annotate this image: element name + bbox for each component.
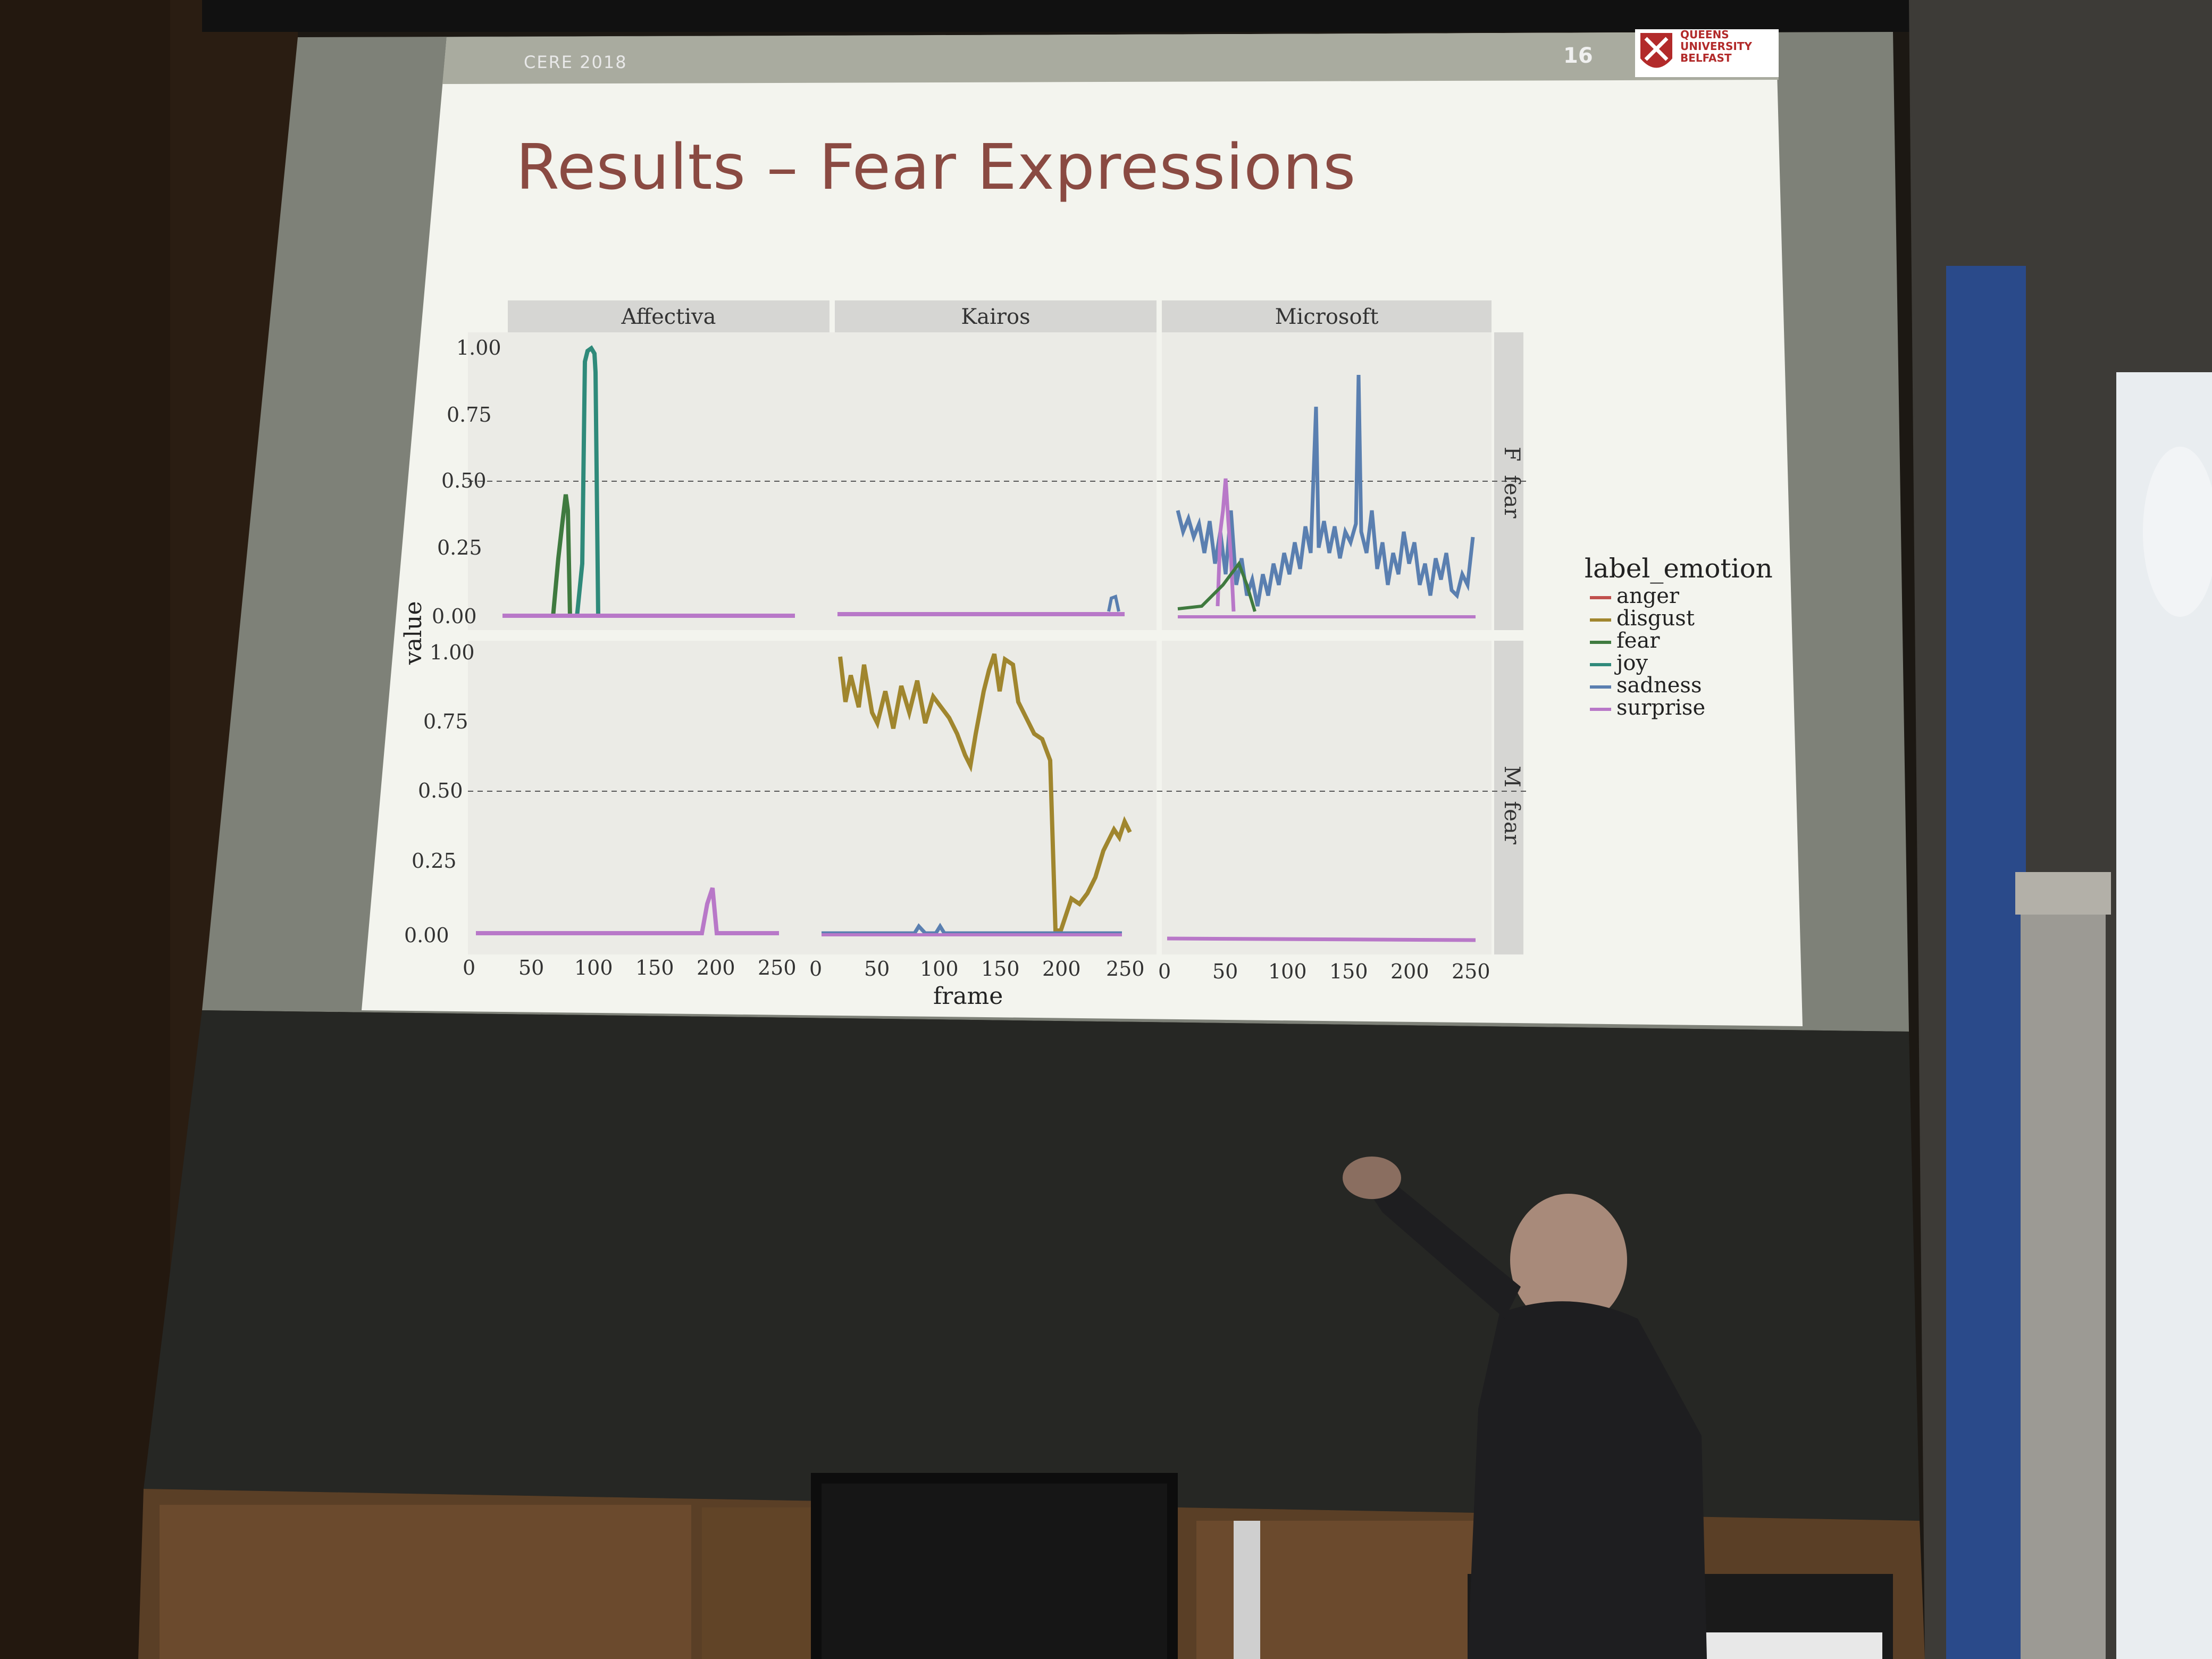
- x-tick-label: 200: [697, 956, 735, 979]
- x-tick-label: 250: [1106, 957, 1145, 981]
- facet-label-affectiva: Affectiva: [621, 305, 716, 329]
- facet-strip-affectiva: [508, 300, 830, 332]
- x-tick-label: 250: [758, 956, 797, 979]
- x-tick-label: 200: [1042, 957, 1081, 981]
- university-logo: [1635, 29, 1779, 77]
- y-axis-title: value: [400, 601, 427, 665]
- legend-swatch: [1590, 641, 1611, 644]
- x-tick-label: 0: [1158, 960, 1171, 983]
- slide-title: Results – Fear Expressions: [516, 130, 1356, 204]
- y-tick-label: 0.50: [441, 469, 487, 492]
- y-tick-label: 0.00: [432, 605, 477, 628]
- y-tick-label: 0.25: [437, 536, 482, 559]
- facet-strip-kairos: [835, 300, 1157, 332]
- x-tick-label: 150: [1329, 960, 1368, 983]
- facet-label-microsoft: Microsoft: [1275, 305, 1379, 329]
- legend-item-disgust: disgust: [1590, 606, 1695, 631]
- series-affectiva-f-joy: [575, 345, 600, 617]
- reference-lines: [468, 481, 1526, 792]
- y-tick-label: 1.00: [430, 641, 475, 664]
- y-tick-label: 0.75: [423, 710, 468, 733]
- x-tick-label: 100: [1268, 960, 1307, 983]
- university-logo-text: QUEENS UNIVERSITY BELFAST: [1680, 28, 1752, 64]
- legend-swatch: [1590, 685, 1611, 689]
- legend-item-surprise: surprise: [1590, 696, 1705, 720]
- x-axis-title: frame: [933, 983, 1003, 1010]
- series-microsoft-f-surprise: [1216, 478, 1236, 612]
- series-affectiva-m-surprise: [476, 887, 779, 935]
- facet-strip-row-f: [1494, 332, 1523, 630]
- x-tick-label: 50: [864, 957, 890, 981]
- x-tick-label: 150: [635, 956, 674, 979]
- series-kairos-f-sadness: [1107, 594, 1120, 612]
- y-tick-label: 0.50: [418, 779, 463, 802]
- legend-swatch: [1590, 663, 1611, 666]
- facet-row-label-m: M fear: [1499, 766, 1524, 844]
- facet-label-kairos: Kairos: [961, 305, 1030, 329]
- x-tick-label: 0: [809, 957, 823, 981]
- y-tick-label: 0.25: [412, 849, 457, 873]
- facet-strip-microsoft: [1162, 300, 1492, 332]
- y-tick-label: 1.00: [456, 336, 501, 359]
- x-tick-label: 50: [1212, 960, 1238, 983]
- series-microsoft-f-fear: [1177, 560, 1256, 612]
- legend-swatch: [1590, 618, 1611, 622]
- legend-item-joy: joy: [1590, 651, 1648, 675]
- facet-strip-row-m: [1494, 641, 1523, 954]
- x-tick-label: 50: [518, 956, 544, 979]
- conference-label: CERE 2018: [524, 52, 627, 72]
- legend-item-fear: fear: [1590, 629, 1660, 653]
- legend-swatch: [1590, 596, 1611, 599]
- legend-item-sadness: sadness: [1590, 673, 1702, 698]
- x-tick-label: 200: [1390, 960, 1429, 983]
- series-kairos-m-disgust: [838, 653, 1132, 933]
- x-tick-label: 0: [463, 956, 476, 979]
- slide-page-number: 16: [1563, 44, 1593, 68]
- series-microsoft-m-surprise: [1167, 936, 1476, 942]
- legend-swatch: [1590, 708, 1611, 711]
- legend-title: label_emotion: [1585, 553, 1773, 584]
- x-tick-label: 100: [574, 956, 613, 979]
- y-tick-label: 0.75: [447, 403, 492, 426]
- legend-item-anger: anger: [1590, 584, 1679, 608]
- x-tick-label: 100: [920, 957, 959, 981]
- x-tick-label: 250: [1452, 960, 1490, 983]
- y-tick-label: 0.00: [404, 924, 449, 947]
- panel-backgrounds: [468, 332, 1492, 954]
- facet-row-label-f: F fear: [1499, 447, 1524, 518]
- x-tick-label: 150: [981, 957, 1020, 981]
- series-affectiva-f-fear: [551, 494, 572, 617]
